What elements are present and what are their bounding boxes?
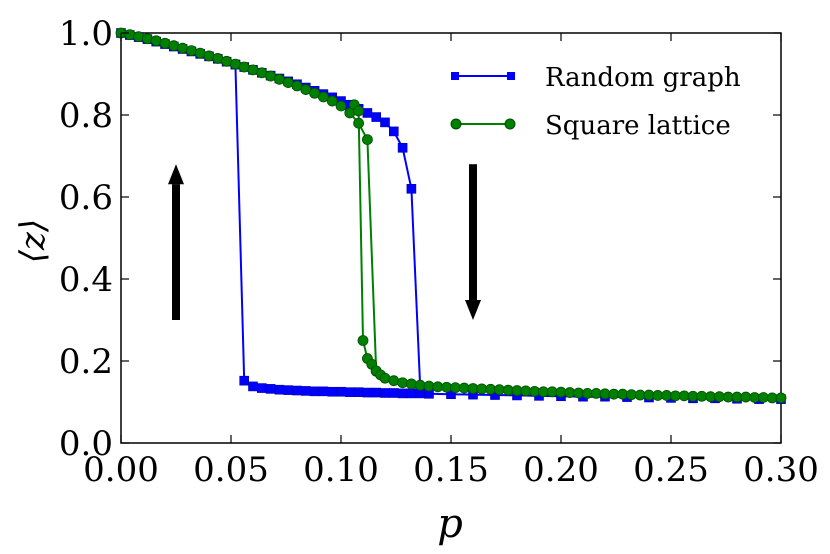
data-point-square-lattice [185,45,197,57]
data-point-random-graph [380,117,390,128]
data-point-random-graph [397,388,408,399]
legend-marker-random-graph [451,72,459,80]
data-point-random-graph [371,387,382,398]
data-point-random-graph [300,386,311,396]
y-tick-label: 0.2 [59,342,113,382]
data-point-random-graph [388,388,399,398]
data-point-random-graph [292,385,302,396]
data-point-random-graph [397,143,408,153]
x-tick-label: 0.05 [193,450,269,490]
x-tick-label: 0.25 [633,450,709,490]
legend-label-square-lattice: Square lattice [545,111,731,141]
data-point-square-lattice [141,33,153,45]
arrow-down-shaft [469,164,477,300]
data-point-random-graph [248,381,258,392]
data-point-random-graph [371,112,382,122]
data-point-square-lattice [124,29,136,41]
data-point-square-lattice [203,50,215,62]
data-point-square-lattice [353,117,365,129]
legend: Random graph Square lattice [450,63,741,141]
x-tick-label: 0.10 [303,450,379,490]
data-point-square-lattice [775,392,787,404]
data-point-random-graph [283,385,294,395]
legend-marker-square-lattice [450,118,462,130]
data-point-square-lattice [150,35,162,47]
data-point-random-graph [265,384,276,394]
legend-label-random-graph: Random graph [545,63,741,93]
data-point-square-lattice [405,378,417,390]
data-point-square-lattice [379,372,391,384]
series-layer [115,27,787,404]
data-point-square-lattice [335,100,347,112]
data-point-random-graph [327,386,338,397]
data-point-random-graph [336,386,346,397]
data-point-random-graph [274,384,285,395]
data-point-random-graph [256,383,267,393]
x-tick-label: 0.00 [83,450,159,490]
annotation-layer [168,164,481,320]
data-point-square-lattice [361,134,373,146]
data-point-random-graph [406,184,417,194]
y-tick-label: 0.4 [59,260,113,300]
data-point-square-lattice [168,40,180,52]
x-tick-label: 0.30 [743,450,819,490]
data-point-square-lattice [353,105,365,117]
data-point-random-graph [309,386,320,397]
data-point-random-graph [318,386,329,397]
tick-layer: 0.00 0.05 0.10 0.15 0.20 0.25 0.30 0.0 0.2 0.4 0.6… [59,14,819,490]
arrow-up-shaft [172,184,180,320]
data-point-square-lattice [159,37,171,49]
arrow-up-head [168,164,184,185]
legend-marker-random-graph [507,72,515,80]
y-tick-label: 0.8 [59,96,113,136]
data-point-random-graph [344,387,355,397]
legend-marker-square-lattice [504,118,516,130]
x-axis-label: p [437,501,463,547]
data-point-square-lattice [177,42,189,54]
y-axis-label: ⟨z⟩ [13,219,53,263]
data-point-random-graph [380,388,390,398]
data-point-random-graph [388,126,399,137]
data-point-square-lattice [326,95,338,107]
data-point-random-graph [353,387,364,397]
x-tick-label: 0.15 [413,450,489,490]
plot-frame [120,32,782,444]
data-point-random-graph [362,108,373,118]
data-point-random-graph [362,387,373,398]
y-tick-label: 0.6 [59,178,113,218]
y-tick-label: 1.0 [59,14,113,54]
plot-area [120,32,782,444]
data-point-random-graph [406,388,417,399]
y-tick-label: 0.0 [59,424,113,464]
data-point-square-lattice [357,335,369,346]
x-tick-label: 0.20 [523,450,599,490]
data-point-square-lattice [388,375,400,387]
data-point-square-lattice [133,31,145,43]
data-point-random-graph [239,375,249,386]
data-point-square-lattice [317,91,329,103]
data-point-square-lattice [397,377,409,389]
arrow-down-head [465,300,481,320]
